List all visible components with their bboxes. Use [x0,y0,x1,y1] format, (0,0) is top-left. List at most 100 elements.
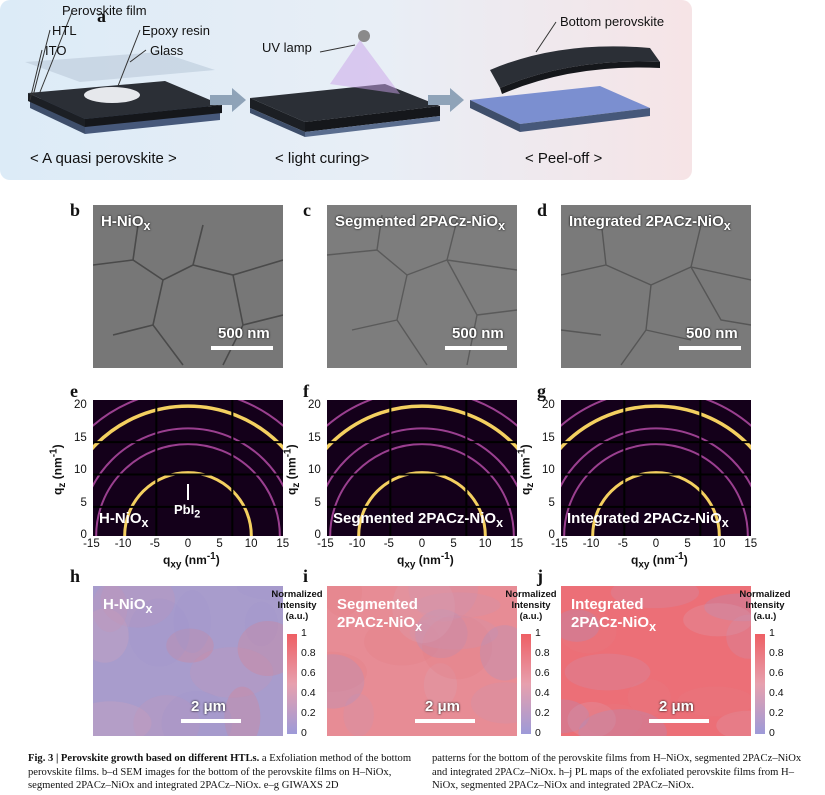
panel-label-b: b [70,200,81,220]
x-tick-label: -5 [617,538,628,550]
x-tick-label: -10 [114,538,132,550]
pl-title: Integrated 2PACz-NiOx [571,596,657,634]
scale-label: 500 nm [218,325,270,342]
diffraction-ring [93,404,283,451]
colorbar-tick: 0.6 [301,667,316,679]
x-tick-label: 0 [652,538,660,550]
giwaxs-pattern [561,400,751,536]
diffraction-ring [329,443,515,536]
pl-texture [93,586,283,736]
x-tick-label: -15 [551,538,568,550]
scale-label: 2 μm [659,698,695,715]
x-tick-label: 10 [478,538,492,550]
label-epoxy-resin: Epoxy resin [142,23,210,38]
diffraction-ring [591,471,721,536]
colorbar-tick: 0.4 [535,687,550,699]
scale-label: 500 nm [452,325,504,342]
scale-bar [649,719,709,723]
exfoliation-schematic: Perovskite film HTL ITO Epoxy resin Glas… [0,0,692,180]
pl-title: H-NiOx [103,596,153,616]
panel-label-g: g [537,381,546,401]
sem-image-integrated: Integrated 2PACz-NiOx 500 nm [561,205,751,368]
scale-bar [679,346,741,350]
scale-bar [211,346,273,350]
diffraction-ring [327,404,517,451]
sem-title: Segmented 2PACz-NiOx [335,213,506,233]
x-tick-label: 0 [184,538,192,550]
colorbar-tick: 0 [769,727,775,739]
schematic-drawing [25,11,660,137]
colorbar-tick: 0.2 [769,707,784,719]
label-htl: HTL [52,23,77,38]
y-tick-label: 10 [542,464,555,477]
panel-label-h: h [70,566,81,586]
x-tick-label: 5 [450,538,457,550]
colorbar-tick: 0.2 [535,707,550,719]
x-axis-label: qxy (nm-1) [163,551,220,571]
pl-title: Segmented 2PACz-NiOx [337,596,423,634]
y-tick-label: 15 [542,431,555,444]
diffraction-ring [95,443,281,536]
label-glass: Glass [150,43,184,58]
step-quasi-perovskite: < A quasi perovskite > [30,150,177,167]
colorbar-title: Normalized Intensity (a.u.) [739,589,791,622]
colorbar-tick: 1 [769,627,775,639]
panel-label-a: a [97,6,106,26]
sem-texture [93,205,283,368]
y-tick-label: 5 [314,496,321,509]
x-tick-label: 5 [216,538,223,550]
panel-label-j: j [537,566,543,586]
x-tick-label: 15 [510,538,524,550]
x-tick-label: -10 [582,538,600,550]
arrow-icon [187,484,189,501]
sem-texture [327,205,517,368]
x-tick-label: -10 [348,538,366,550]
panel-label-c: c [303,200,311,220]
caption-right: patterns for the bottom of the perovskit… [432,753,802,791]
x-tick-label: 15 [744,538,758,550]
x-tick-label: -5 [149,538,160,550]
scale-label: 2 μm [425,698,461,715]
colorbar-tick: 0.6 [535,667,550,679]
panel-label-e: e [70,381,78,401]
y-axis-label: qz (nm-1) [48,444,68,495]
step-peel-off: < Peel-off > [525,150,603,167]
diffraction-ring [93,427,283,488]
x-tick-label: -15 [317,538,334,550]
colorbar-title: Normalized Intensity (a.u.) [271,589,323,622]
y-tick-label: 20 [542,399,555,412]
label-ito: ITO [45,43,67,58]
x-tick-label: -15 [83,538,100,550]
y-tick-label: 0 [314,529,321,541]
scale-bar [181,719,241,723]
pl-map-segmented: Segmented 2PACz-NiOx 2 μm [327,586,517,736]
colorbar-tick: 0.8 [535,647,550,659]
colorbar-title: Normalized Intensity (a.u.) [505,589,557,622]
x-tick-label: 15 [276,538,290,550]
pl-texture [561,586,751,736]
x-tick-label: 5 [684,538,691,550]
colorbar-tick: 0.8 [769,647,784,659]
scale-label: 500 nm [686,325,738,342]
giwaxs-image: Integrated 2PACz-NiOx [561,400,751,536]
colorbar [521,634,531,734]
giwaxs-title: Integrated 2PACz-NiOx [567,510,729,530]
panel-label-i: i [303,566,309,586]
label-bottom-perovskite: Bottom perovskite [560,14,665,29]
pl-map-h-niox: H-NiOx 2 μm [93,586,283,736]
y-tick-label: 10 [308,464,321,477]
pl-map-integrated: Integrated 2PACz-NiOx 2 μm [561,586,751,736]
colorbar-tick: 0.4 [769,687,784,699]
step-light-curing: < light curing> [275,150,370,167]
colorbar [755,634,765,734]
scale-bar [415,719,475,723]
diffraction-ring [327,427,517,488]
sem-image-segmented: Segmented 2PACz-NiOx 500 nm [327,205,517,368]
giwaxs-pattern [93,400,283,536]
y-tick-label: 20 [74,399,87,412]
giwaxs-image: Segmented 2PACz-NiOx [327,400,517,536]
colorbar-tick: 0.4 [301,687,316,699]
colorbar-tick: 0.2 [301,707,316,719]
pl-texture [327,586,517,736]
y-tick-label: 5 [80,496,87,509]
